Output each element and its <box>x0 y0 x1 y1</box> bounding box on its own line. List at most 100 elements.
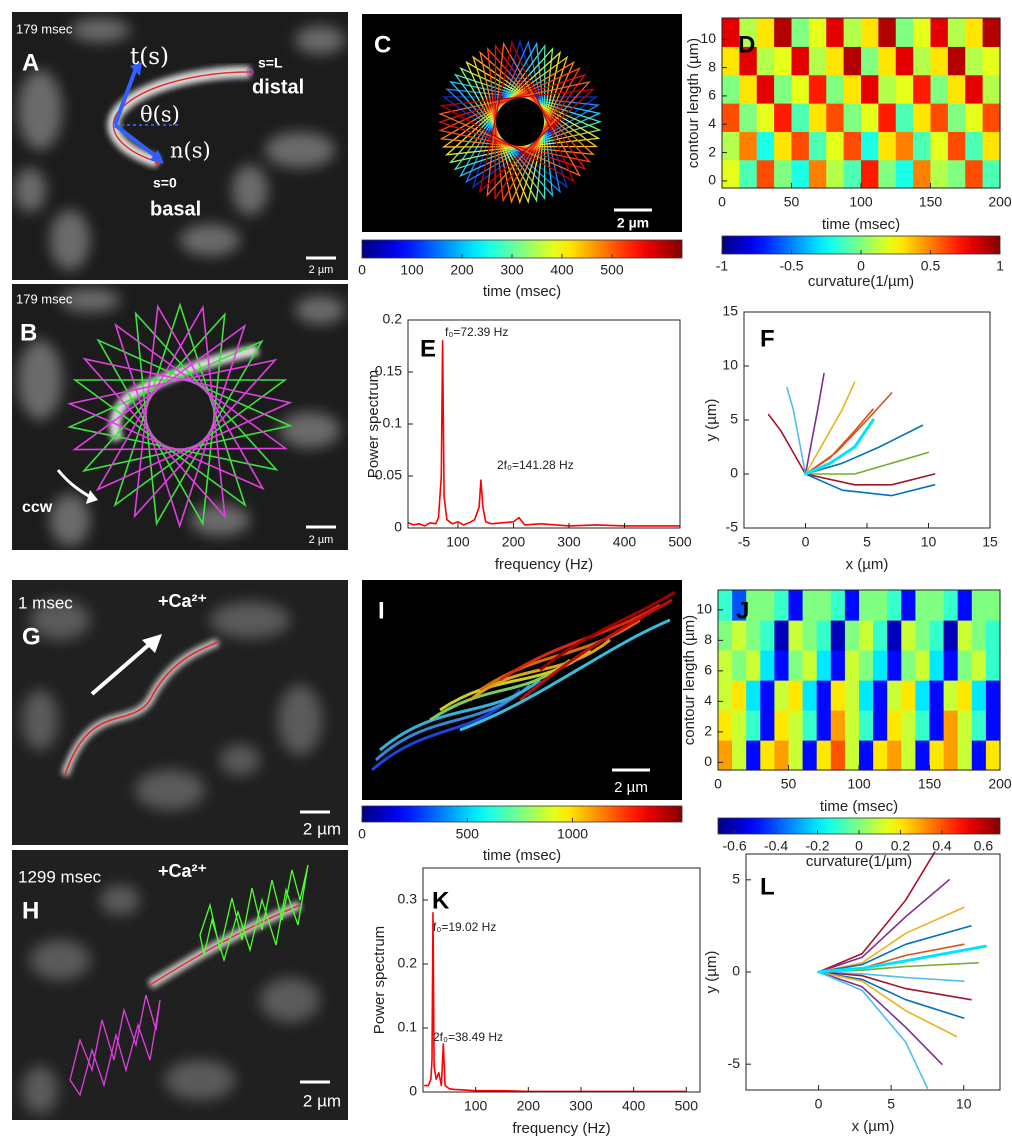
heatmap-cell <box>930 74 949 104</box>
heatmap-cell <box>808 74 827 104</box>
colorbar-label: time (msec) <box>483 283 561 300</box>
heatmap-cell <box>901 680 916 711</box>
colorbar-label: time (msec) <box>483 847 561 864</box>
heatmap-cell <box>718 620 733 651</box>
heatmap-cell <box>913 18 932 47</box>
line-series <box>817 925 972 973</box>
y-tick-label: 0 <box>704 753 712 769</box>
x-tick-label: 15 <box>982 534 998 550</box>
heatmap-cell <box>965 103 984 132</box>
panel-letter: D <box>738 31 755 58</box>
heatmap-cell <box>901 710 916 741</box>
panel-g: 1 msec +Ca²⁺ G 2 µm <box>12 580 348 845</box>
heatmap-cell <box>861 74 879 104</box>
tracked-contour <box>149 904 301 986</box>
scale-label: 2 µm <box>303 1091 341 1110</box>
heatmap-cell <box>791 18 810 47</box>
heatmap-cell <box>844 710 860 741</box>
x-axis-label: x (µm) <box>852 1118 895 1135</box>
y-tick-label: 10 <box>700 30 716 46</box>
colorbar <box>361 239 683 259</box>
heatmap-cell <box>901 590 916 621</box>
heatmap-cell <box>844 650 860 681</box>
panel-letter: K <box>432 887 450 914</box>
x-tick-label: 100 <box>847 776 871 792</box>
line-series <box>767 413 807 475</box>
heatmap-cell <box>901 620 916 651</box>
timestamp: 1 msec <box>18 593 73 612</box>
line-series <box>817 944 987 974</box>
heatmap-cell <box>746 590 761 621</box>
condition: +Ca²⁺ <box>158 591 207 611</box>
heatmap-cell <box>985 650 1001 681</box>
heatmap-cell <box>947 18 966 47</box>
heatmap-cell <box>965 18 984 47</box>
heatmap-cell <box>760 710 775 741</box>
heatmap-cell <box>971 680 987 711</box>
heatmap-cell <box>718 590 733 621</box>
panel-letter: H <box>22 897 39 924</box>
panel-b: 179 msec B ccw 2 µm <box>12 262 348 555</box>
heatmap-cell <box>788 740 804 771</box>
annotation: θ(s) <box>140 103 180 127</box>
plot-frame <box>721 17 1001 189</box>
heatmap-cell <box>774 680 790 711</box>
colorbar-tick-label: 1 <box>996 258 1004 274</box>
line-series <box>424 912 687 1093</box>
line-series <box>804 372 825 475</box>
heatmap-cell <box>971 710 987 741</box>
heatmap-cell <box>746 680 761 711</box>
heatmap-cell <box>746 620 761 651</box>
heatmap-cell <box>732 590 747 621</box>
heatmap-cell <box>844 590 860 621</box>
arrowhead <box>130 62 142 76</box>
y-tick-label: 8 <box>704 631 712 647</box>
heatmap-cell <box>816 650 832 681</box>
heatmap-cell <box>985 620 1001 651</box>
heatmap-cell <box>878 74 897 104</box>
heatmap-cell <box>859 650 874 681</box>
x-tick-label: 400 <box>613 534 637 550</box>
heatmap-cell <box>732 620 747 651</box>
heatmap-cell <box>859 620 874 651</box>
x-axis-label: frequency (Hz) <box>512 1120 610 1137</box>
heatmap-cell <box>739 18 758 47</box>
colorbar-tick-label: 0 <box>358 262 366 278</box>
x-tick-label: 400 <box>622 1098 646 1114</box>
heatmap-cell <box>878 46 897 76</box>
line-series <box>817 971 965 982</box>
heatmap-cell <box>760 590 775 621</box>
heatmap-cell <box>844 620 860 651</box>
heatmap-cell <box>930 131 949 161</box>
direction-arrow <box>90 640 154 696</box>
heatmap-cell <box>843 18 862 47</box>
plot-frame <box>407 319 681 529</box>
y-axis-label: Power spectrum <box>365 370 382 478</box>
x-tick-label: 0 <box>815 1096 823 1112</box>
panel-letter: I <box>378 597 385 624</box>
x-tick-label: 0 <box>802 534 810 550</box>
heatmap-cell <box>844 680 860 711</box>
heatmap-cell <box>718 740 733 771</box>
background-texture <box>22 600 322 810</box>
heatmap-cell <box>929 650 945 681</box>
y-axis-label: Power spectrum <box>371 926 388 1034</box>
heatmap-cell <box>746 650 761 681</box>
heatmap-cell <box>756 18 775 47</box>
panel-letter: J <box>736 597 749 624</box>
colorbar-tick-label: -0.4 <box>764 838 788 854</box>
heatmap-cell <box>774 103 793 132</box>
colorbar-tick-label: -0.5 <box>779 258 803 274</box>
colorbar-tick-label: -1 <box>716 258 729 274</box>
heatmap-cell <box>816 710 832 741</box>
heatmap-cell <box>788 590 804 621</box>
heatmap-cell <box>739 46 758 76</box>
heatmap-cell <box>718 650 733 681</box>
heatmap-cell <box>957 710 973 741</box>
panel-letter: B <box>20 319 37 346</box>
heatmap-cell <box>985 680 1001 711</box>
plot-frame <box>743 311 991 529</box>
y-tick-label: 0 <box>409 1083 417 1099</box>
heatmap-cell <box>830 650 846 681</box>
